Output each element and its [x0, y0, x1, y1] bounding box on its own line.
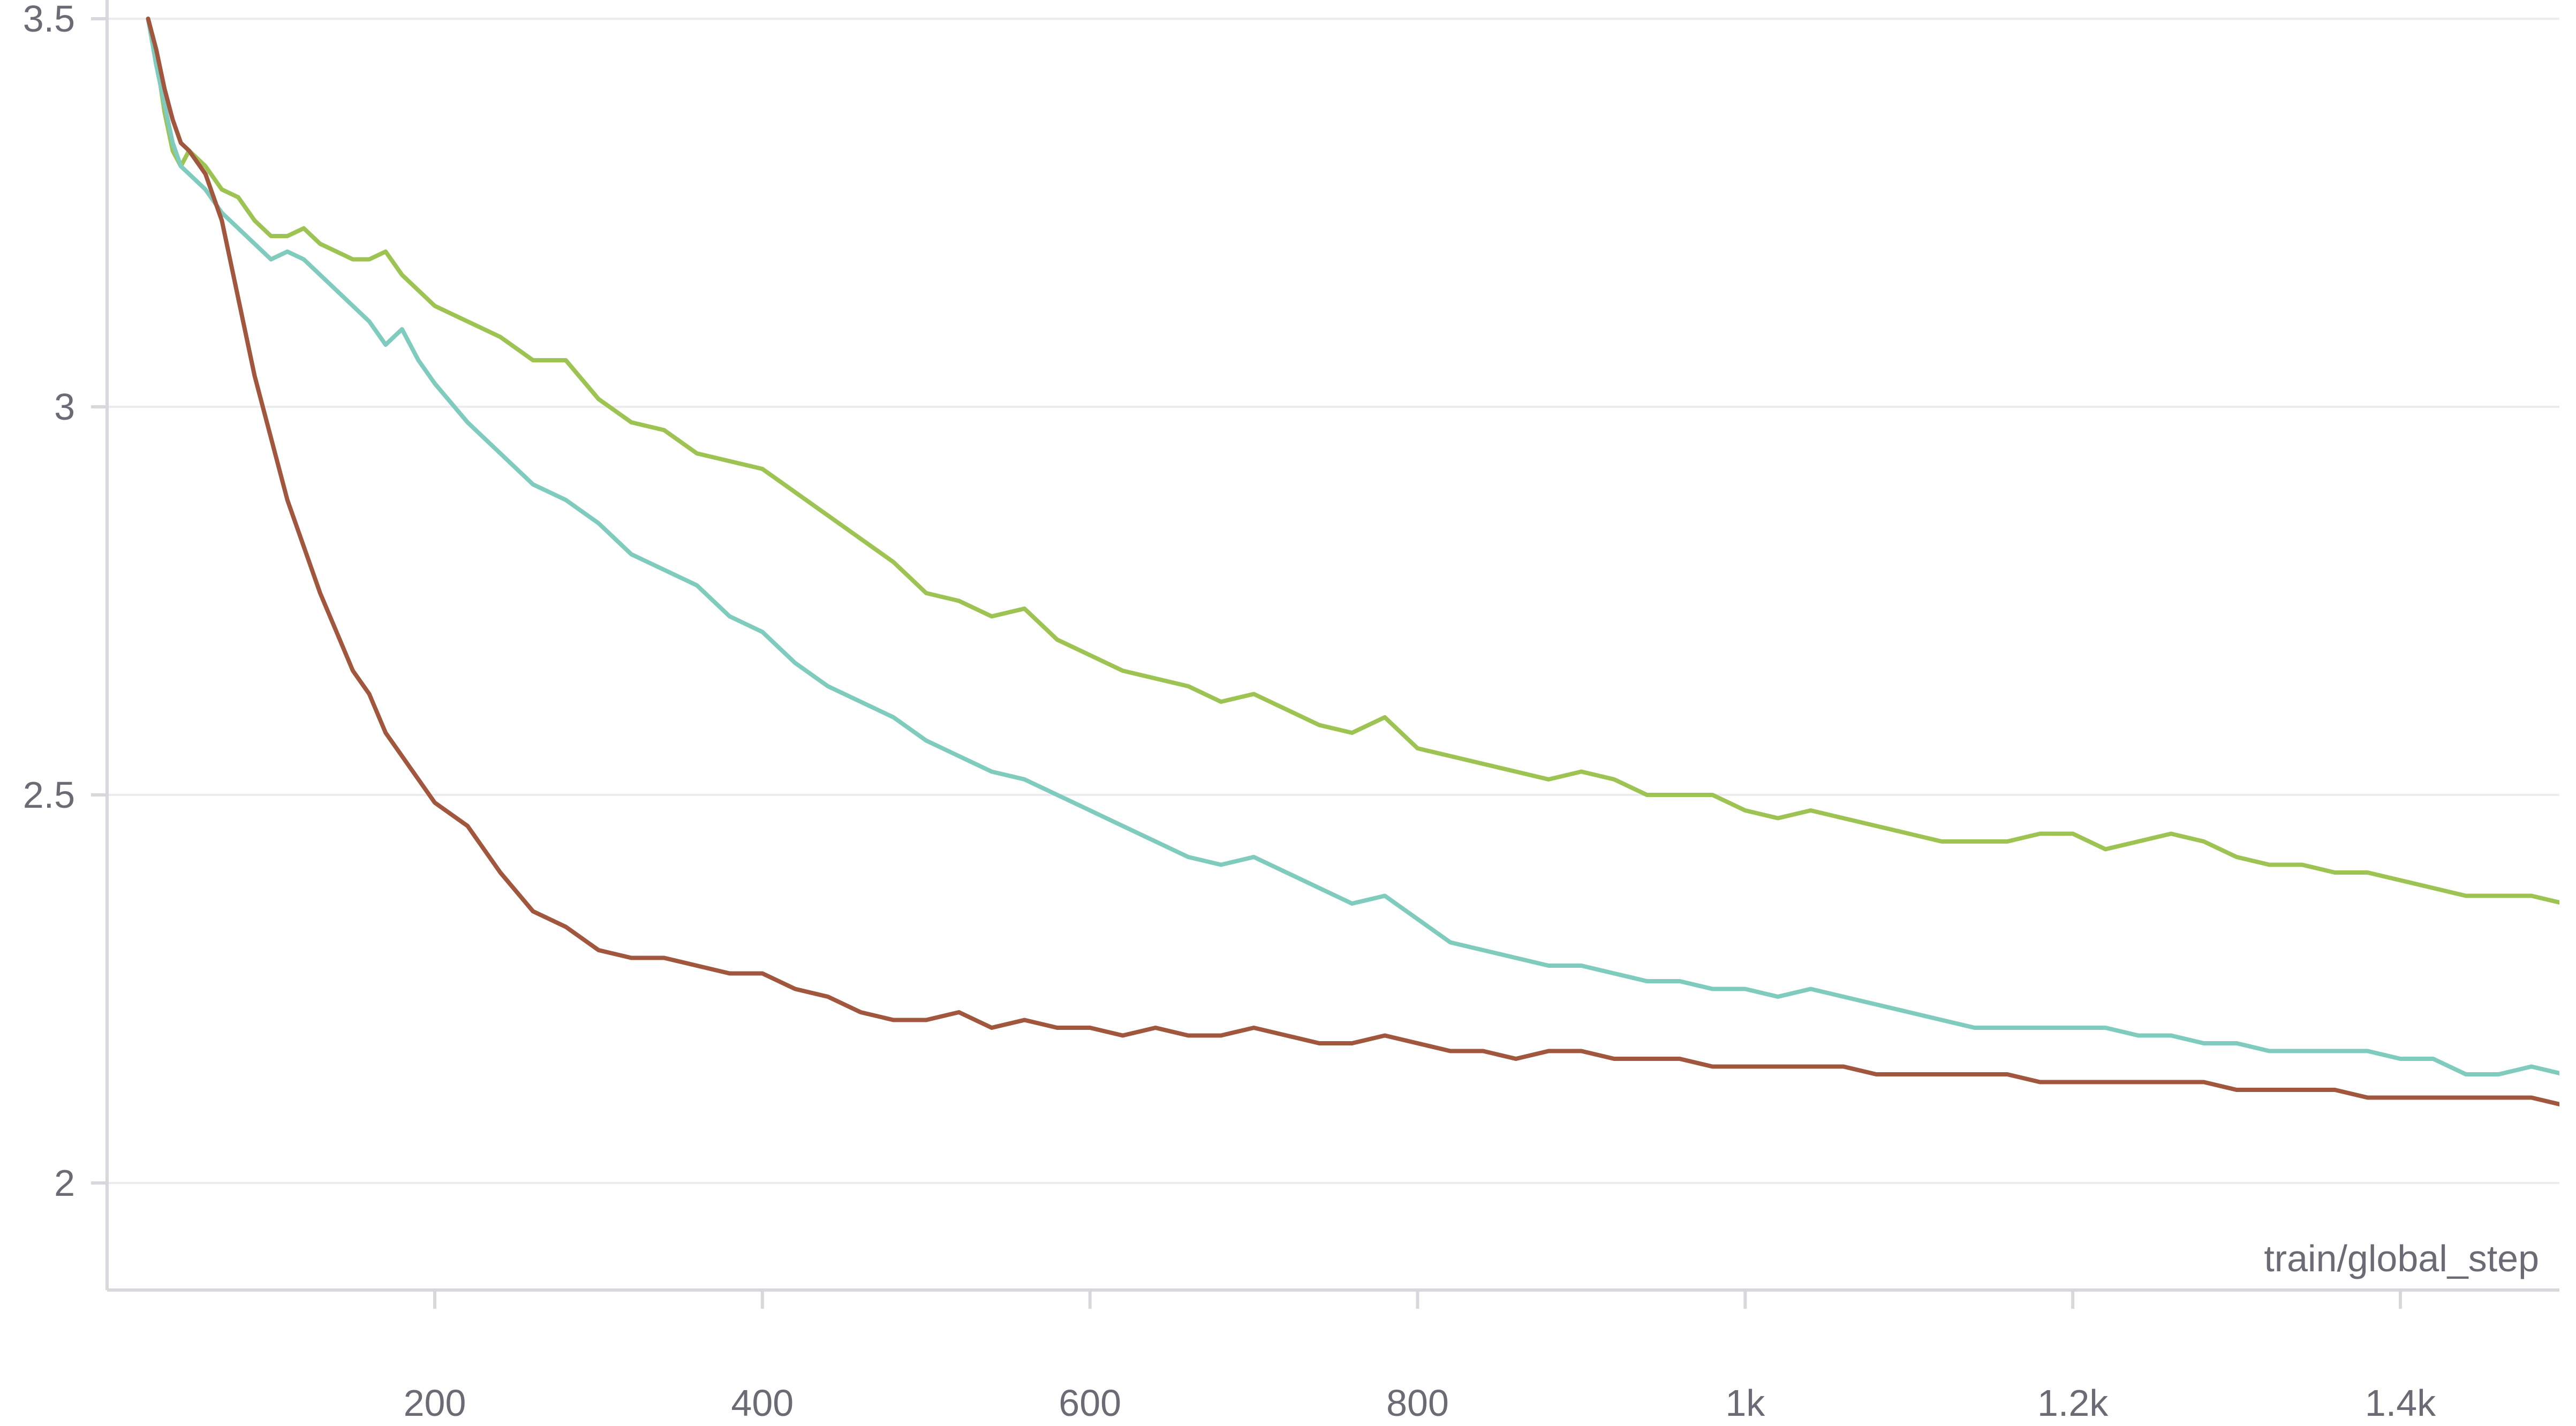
series-line-1	[146, 17, 2559, 905]
x-tick-label: 800	[1386, 1382, 1449, 1424]
tick-labels: 2 2.5 3 3.5 200 400 600 800 1k 1.2k 1.4k	[23, 0, 2436, 1424]
x-tick-label: 1k	[1725, 1382, 1765, 1424]
series-line-2	[146, 17, 2559, 1076]
x-tick-label: 1.4k	[2365, 1382, 2436, 1424]
y-tick-label: 3	[54, 386, 75, 428]
y-tick-label: 2	[54, 1162, 75, 1204]
x-tick-label: 1.2k	[2037, 1382, 2109, 1424]
x-axis-title: train/global_step	[2264, 1238, 2539, 1279]
y-tick-label: 2.5	[23, 774, 75, 816]
y-tick-label: 3.5	[23, 0, 75, 40]
series-lines	[146, 17, 2559, 1107]
x-tick-label: 600	[1059, 1382, 1121, 1424]
grid	[107, 18, 2559, 1184]
x-tick-label: 200	[404, 1382, 466, 1424]
x-tick-label: 400	[731, 1382, 794, 1424]
axes	[91, 0, 2559, 1309]
series-line-3	[146, 17, 2559, 1107]
